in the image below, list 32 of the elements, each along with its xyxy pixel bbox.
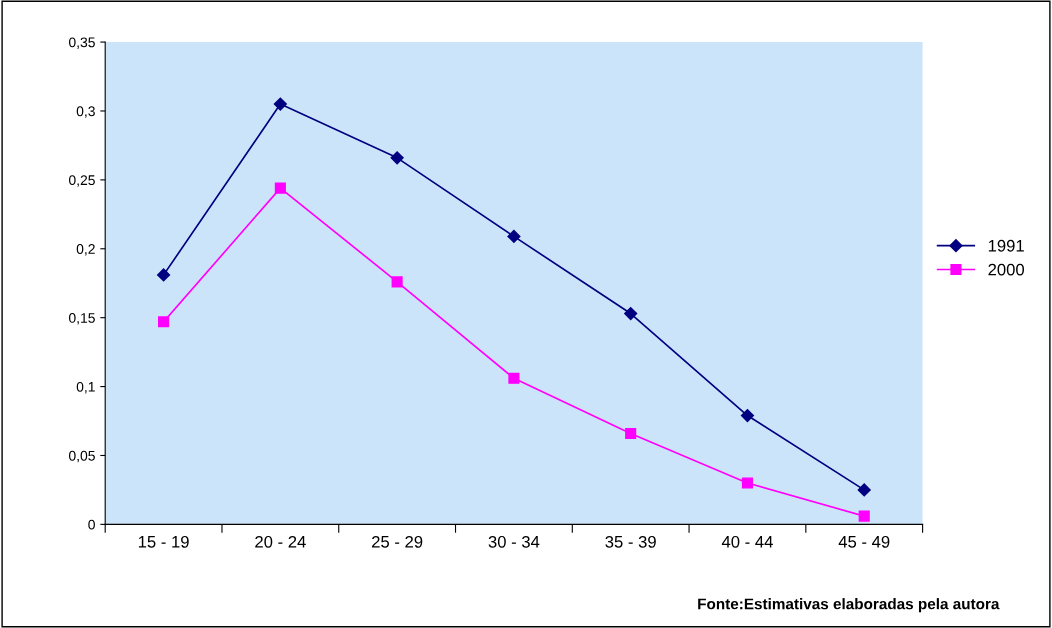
point [625,427,637,439]
x-tick-label: 40 - 44 [721,535,773,548]
x-tick-label: 20 - 24 [255,535,306,548]
y-tick-label: 0,1 [76,381,95,394]
y-tick-label: 0,2 [76,244,95,256]
y-tick-label: 0 [88,519,95,530]
y-tick-label: 0,3 [76,106,95,118]
point [273,97,287,111]
point [857,483,871,497]
point [156,268,171,282]
point [858,510,870,522]
point [624,306,638,321]
x-tick-label: 45 - 49 [838,535,890,548]
point [508,372,520,384]
point [507,229,521,243]
y-tick-label: 0,25 [68,175,95,187]
legend-label: 2000 [988,263,1025,276]
x-tick-label: 15 - 19 [138,535,189,548]
x-tick-label: 25 - 29 [372,535,423,548]
y-tick-label: 0,15 [68,313,95,325]
point [741,477,754,489]
point [274,182,286,194]
x-tick-label: 35 - 39 [605,535,656,548]
legend-label: 1991 [988,239,1024,252]
x-tick-label: 30 - 34 [488,535,540,548]
point [740,408,755,423]
point [158,316,170,328]
point [391,276,403,288]
y-tick-label: 0,35 [68,37,95,49]
point [390,151,404,165]
source-note: Fonte:Estimativas elaboradas pela autora [698,598,1000,613]
y-tick-label: 0,05 [68,450,95,463]
